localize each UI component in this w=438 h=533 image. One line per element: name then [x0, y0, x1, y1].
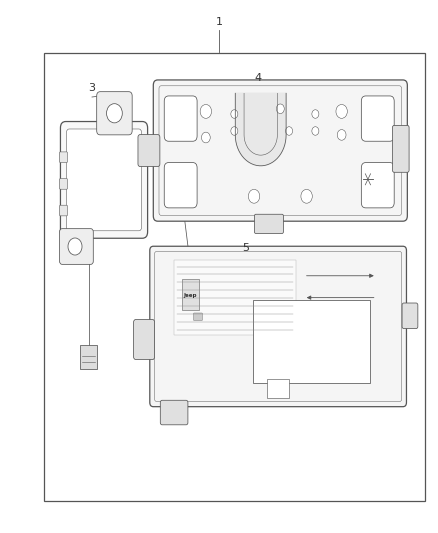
FancyBboxPatch shape [138, 134, 160, 166]
FancyBboxPatch shape [254, 214, 283, 233]
Circle shape [337, 130, 346, 140]
Circle shape [336, 104, 347, 118]
FancyBboxPatch shape [60, 205, 67, 216]
FancyBboxPatch shape [361, 163, 394, 208]
Text: 2: 2 [180, 200, 187, 211]
Circle shape [286, 127, 293, 135]
Text: 4: 4 [255, 72, 262, 83]
Text: Jeep: Jeep [184, 293, 197, 298]
Text: 5: 5 [242, 243, 249, 253]
FancyBboxPatch shape [182, 279, 199, 310]
Circle shape [276, 104, 284, 114]
FancyBboxPatch shape [254, 300, 370, 383]
Circle shape [231, 127, 238, 135]
Polygon shape [176, 269, 205, 322]
Circle shape [312, 110, 319, 118]
Circle shape [301, 189, 312, 203]
Circle shape [200, 104, 212, 118]
FancyBboxPatch shape [97, 92, 132, 135]
FancyBboxPatch shape [150, 246, 406, 407]
Circle shape [231, 110, 238, 118]
FancyBboxPatch shape [267, 379, 289, 398]
FancyBboxPatch shape [67, 129, 141, 231]
FancyBboxPatch shape [160, 400, 188, 425]
FancyBboxPatch shape [392, 125, 409, 172]
FancyBboxPatch shape [153, 80, 407, 221]
FancyBboxPatch shape [361, 96, 394, 141]
FancyBboxPatch shape [174, 260, 296, 335]
Bar [44, 53, 425, 501]
FancyBboxPatch shape [60, 179, 67, 189]
FancyBboxPatch shape [164, 96, 197, 141]
Circle shape [68, 238, 82, 255]
FancyBboxPatch shape [402, 303, 418, 328]
FancyBboxPatch shape [60, 152, 67, 163]
FancyBboxPatch shape [80, 345, 97, 369]
Circle shape [248, 189, 260, 203]
Text: 3: 3 [88, 83, 95, 93]
FancyBboxPatch shape [134, 319, 155, 359]
FancyBboxPatch shape [194, 313, 202, 320]
Circle shape [312, 127, 319, 135]
Text: 1: 1 [215, 17, 223, 27]
FancyBboxPatch shape [164, 163, 197, 208]
Circle shape [201, 132, 210, 143]
FancyBboxPatch shape [60, 122, 148, 238]
FancyBboxPatch shape [60, 229, 93, 264]
Polygon shape [235, 93, 286, 166]
Circle shape [106, 103, 122, 123]
